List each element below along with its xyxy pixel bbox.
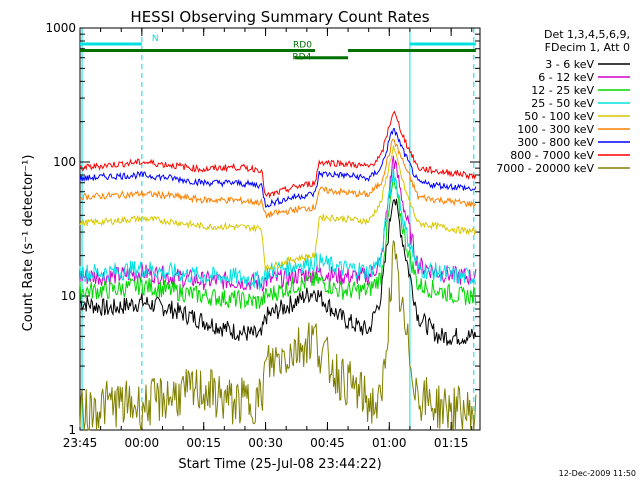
legend-label: 3 - 6 keV [545, 58, 594, 71]
y-tick-label: 10 [61, 289, 76, 303]
annotation-label: RD4 [292, 53, 311, 63]
timestamp: 12-Dec-2009 11:50 [559, 469, 636, 478]
annotation-label: N [152, 34, 159, 44]
annotation-label: RD0 [293, 40, 312, 50]
series-line [79, 240, 477, 431]
legend-header-line: Det 1,3,4,5,6,9, [544, 28, 630, 41]
legend-label: 800 - 7000 keV [510, 149, 594, 162]
legend-label: 25 - 50 keV [531, 97, 594, 110]
y-axis-label: Count Rate (s⁻¹ detector⁻¹) [21, 155, 36, 332]
legend-header-line: FDecim 1, Att 0 [545, 41, 630, 54]
legend-label: 7000 - 20000 keV [496, 162, 594, 175]
legend-label: 50 - 100 keV [524, 110, 594, 123]
x-axis-label: Start Time (25-Jul-08 23:44:22) [178, 457, 381, 472]
legend-label: 300 - 800 keV [517, 136, 594, 149]
series-line [79, 145, 477, 273]
chart-title: HESSI Observing Summary Count Rates [130, 8, 429, 26]
series-line [79, 110, 477, 199]
x-tick-label: 00:30 [248, 436, 283, 450]
legend-label: 6 - 12 keV [538, 71, 594, 84]
y-tick-label: 1 [68, 423, 76, 437]
x-tick-label: 00:45 [310, 436, 345, 450]
y-tick-label: 1000 [45, 21, 76, 35]
series-line [79, 138, 477, 219]
plot-frame [79, 27, 481, 431]
x-tick-label: 00:15 [186, 436, 221, 450]
x-tick-label: 01:15 [434, 436, 469, 450]
series-line [79, 198, 477, 346]
legend-label: 12 - 25 keV [531, 84, 594, 97]
x-tick-label: 00:00 [125, 436, 160, 450]
x-tick-label: 01:00 [372, 436, 407, 450]
series-line [79, 128, 477, 208]
x-tick-label: 23:45 [63, 436, 98, 450]
legend-label: 100 - 300 keV [517, 123, 594, 136]
y-tick-label: 100 [53, 155, 76, 169]
series-line [79, 155, 477, 293]
